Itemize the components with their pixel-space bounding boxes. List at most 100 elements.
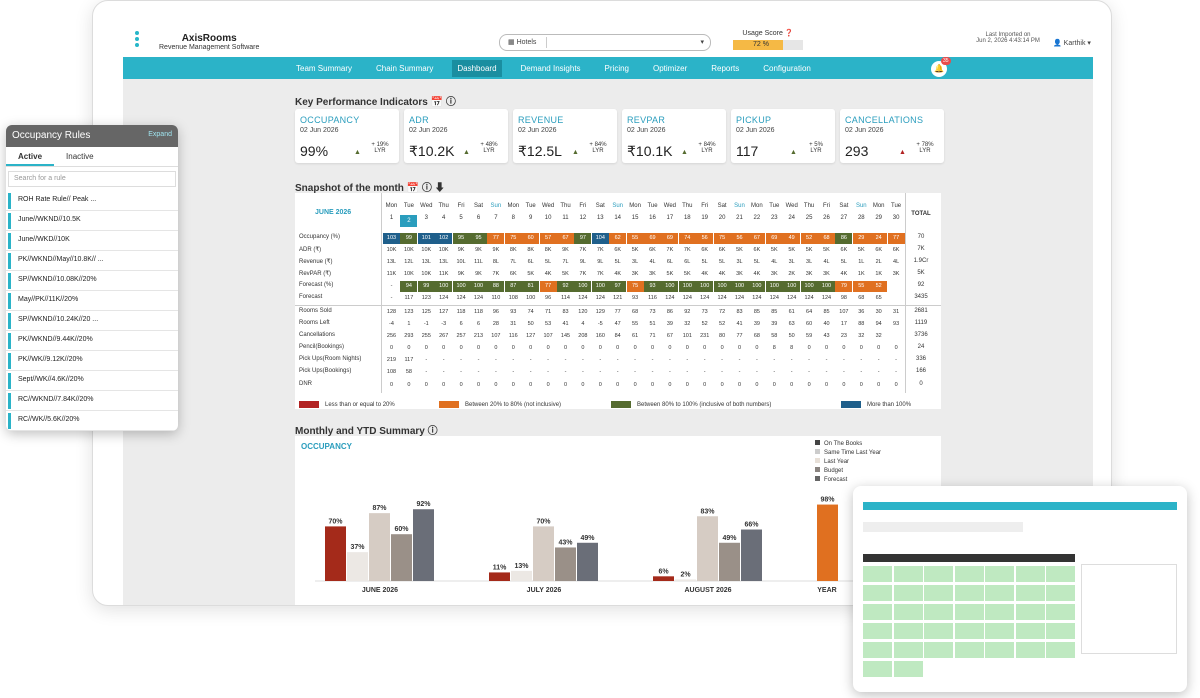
date-cell[interactable]: 17	[666, 215, 674, 221]
calendar-cell[interactable]	[954, 585, 984, 601]
date-cell[interactable]: 3	[424, 215, 428, 221]
nav-reports[interactable]: Reports	[711, 63, 740, 73]
calendar-cell[interactable]	[1046, 604, 1075, 620]
rule-item[interactable]: RC//WKND//7.84K//20%	[6, 391, 178, 411]
date-cell[interactable]: 18	[683, 215, 691, 221]
date-cell[interactable]: 12	[579, 215, 587, 221]
calendar-cell[interactable]	[863, 566, 892, 582]
calendar-cell[interactable]	[985, 566, 1014, 582]
legend-item: Between 20% to 80% (not inclusive)	[439, 401, 561, 408]
calendar-cell[interactable]	[924, 642, 953, 658]
nav-chain-summary[interactable]: Chain Summary	[376, 63, 434, 73]
calendar-cell[interactable]	[985, 585, 1014, 601]
rule-item[interactable]: June//WKND//10.5K	[6, 211, 178, 231]
rule-item[interactable]: May//PK//11K//20%	[6, 291, 178, 311]
date-cell[interactable]: 15	[631, 215, 639, 221]
calendar-cell[interactable]	[1015, 566, 1045, 582]
table-cell: -	[425, 357, 428, 363]
calendar-cell[interactable]	[985, 623, 1014, 639]
date-cell[interactable]: 20	[718, 215, 726, 221]
calendar-cell[interactable]	[1046, 566, 1075, 582]
rule-item[interactable]: June//WKD//10K	[6, 231, 178, 251]
calendar-cell[interactable]	[893, 642, 923, 658]
date-cell[interactable]: 2	[400, 215, 418, 227]
date-cell[interactable]: 25	[805, 215, 813, 221]
user-menu[interactable]: 👤 Karthik ▾	[1053, 40, 1091, 47]
date-cell[interactable]: 13	[596, 215, 604, 221]
calendar-cell[interactable]	[893, 623, 923, 639]
calendar-cell[interactable]	[1046, 585, 1075, 601]
calendar-cell[interactable]	[924, 585, 953, 601]
calendar-cell[interactable]	[863, 585, 892, 601]
nav-dashboard[interactable]: Dashboard	[452, 59, 502, 77]
rule-item[interactable]: SP//WKND//10.24K//20 ...	[6, 311, 178, 331]
calendar-cell[interactable]	[1046, 623, 1075, 639]
expand-link[interactable]: Expand	[148, 131, 172, 138]
calendar-cell[interactable]	[954, 566, 984, 582]
date-cell[interactable]: 5	[459, 215, 463, 221]
date-cell[interactable]: 11	[562, 215, 569, 221]
date-cell[interactable]: 6	[476, 215, 481, 221]
calendar-cell[interactable]	[893, 566, 923, 582]
calendar-cell[interactable]	[954, 642, 984, 658]
table-cell: -	[877, 369, 880, 375]
calendar-cell[interactable]	[1015, 585, 1045, 601]
table-cell: 100	[713, 281, 731, 292]
nav-configuration[interactable]: Configuration	[763, 63, 811, 73]
calendar-cell[interactable]	[954, 604, 984, 620]
calendar-cell[interactable]	[954, 623, 984, 639]
bar-value-label: 49%	[722, 535, 737, 542]
date-cell[interactable]: 4	[442, 215, 446, 221]
calendar-cell[interactable]	[893, 661, 923, 677]
date-cell[interactable]: 29	[875, 215, 883, 221]
calendar-cell[interactable]	[924, 604, 953, 620]
hotels-select[interactable]: ▦ Hotels ▾	[499, 34, 711, 51]
rule-item[interactable]: PK//WKND//9.44K//20%	[6, 331, 178, 351]
calendar-cell[interactable]	[1015, 604, 1045, 620]
nav-optimizer[interactable]: Optimizer	[653, 63, 688, 73]
date-cell[interactable]: 27	[840, 215, 848, 221]
rule-search-input[interactable]: Search for a rule	[8, 171, 176, 187]
rule-item[interactable]: SP//WKND//10.08K//20%	[6, 271, 178, 291]
nav-pricing[interactable]: Pricing	[604, 63, 629, 73]
date-cell[interactable]: 28	[857, 215, 865, 221]
nav-demand-insights[interactable]: Demand Insights	[520, 63, 581, 73]
date-cell[interactable]: 7	[494, 215, 498, 221]
date-cell[interactable]: 16	[649, 215, 656, 221]
calendar-cell[interactable]	[1015, 642, 1045, 658]
date-cell[interactable]: 8	[511, 215, 515, 221]
date-cell[interactable]: 26	[823, 215, 830, 221]
date-cell[interactable]: 14	[614, 215, 622, 221]
calendar-cell[interactable]	[924, 566, 953, 582]
date-cell[interactable]: 22	[753, 215, 761, 221]
rule-item[interactable]: RC//WK//5.6K//20%	[6, 411, 178, 431]
calendar-cell[interactable]	[863, 661, 892, 677]
date-cell[interactable]: 9	[529, 215, 533, 221]
calendar-cell[interactable]	[863, 642, 892, 658]
tab-active[interactable]: Active	[6, 147, 55, 166]
calendar-cell[interactable]	[924, 623, 953, 639]
date-cell[interactable]: 24	[788, 215, 796, 221]
calendar-cell[interactable]	[985, 604, 1014, 620]
rule-item[interactable]: PK//WK//9.12K//20%	[6, 351, 178, 371]
nav-team-summary[interactable]: Team Summary	[296, 63, 353, 73]
calendar-cell[interactable]	[985, 642, 1014, 658]
date-cell[interactable]: 30	[892, 215, 900, 221]
calendar-cell[interactable]	[863, 604, 892, 620]
notification-bell-icon[interactable]: 🔔 35	[931, 57, 951, 77]
rule-item[interactable]: Sept//WK//4.6K//20%	[6, 371, 178, 391]
calendar-cell[interactable]	[1046, 642, 1075, 658]
date-cell[interactable]: 23	[770, 215, 778, 221]
date-cell[interactable]: 1	[389, 215, 394, 221]
tab-inactive[interactable]: Inactive	[66, 152, 94, 161]
rule-item[interactable]: PK//WKND//May//10.8K// ...	[6, 251, 178, 271]
date-cell[interactable]: 19	[701, 215, 709, 221]
calendar-cell[interactable]	[893, 585, 923, 601]
calendar-cell[interactable]	[863, 623, 892, 639]
calendar-cell[interactable]	[1015, 623, 1045, 639]
rule-item[interactable]: ROH Rate Rule// Peak ...	[6, 191, 178, 211]
date-cell[interactable]: 21	[736, 215, 743, 221]
date-cell[interactable]: 10	[544, 215, 552, 221]
table-cell: 0	[685, 382, 689, 388]
calendar-cell[interactable]	[893, 604, 923, 620]
